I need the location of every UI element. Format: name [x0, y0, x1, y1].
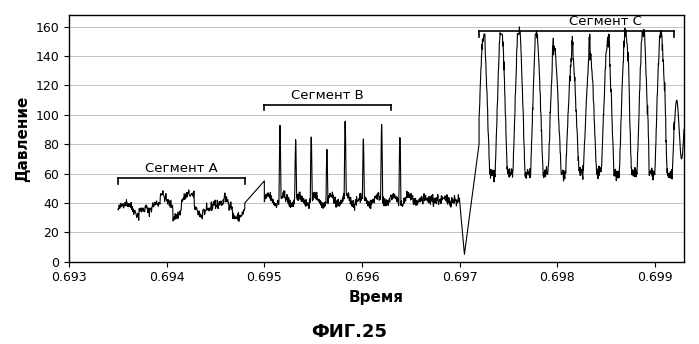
X-axis label: Время: Время — [349, 290, 404, 305]
Text: Сегмент A: Сегмент A — [145, 162, 218, 175]
Text: ФИГ.25: ФИГ.25 — [312, 323, 387, 341]
Y-axis label: Давление: Давление — [15, 95, 30, 182]
Text: Сегмент C: Сегмент C — [570, 15, 642, 28]
Text: Сегмент B: Сегмент B — [291, 89, 364, 101]
